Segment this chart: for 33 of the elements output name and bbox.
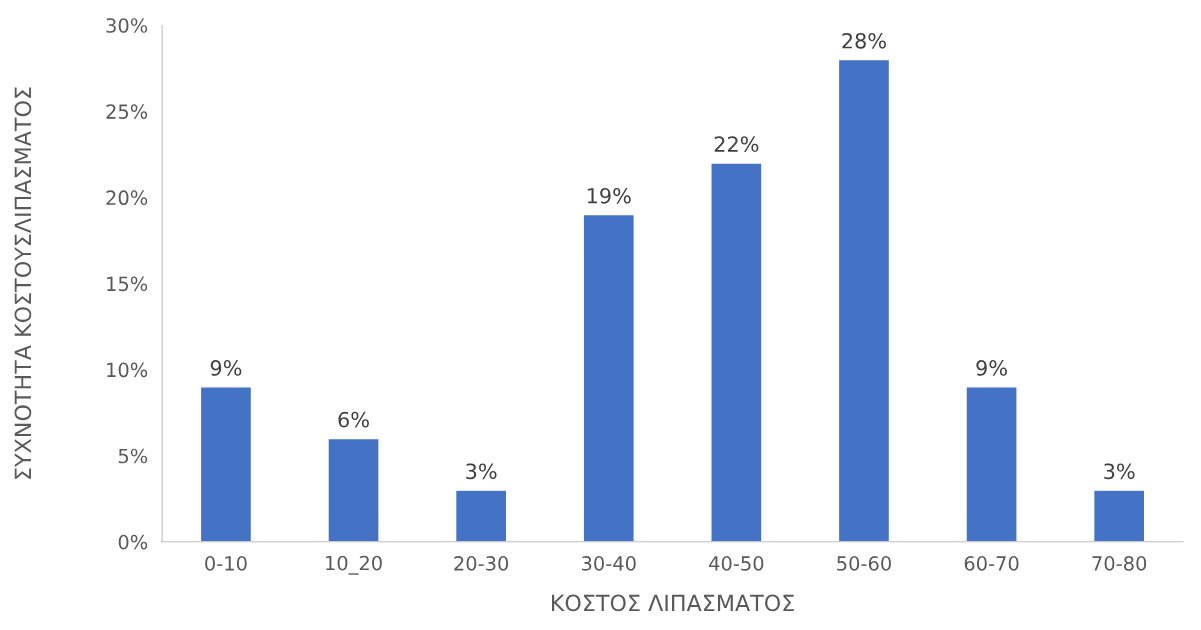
data-label: 9%: [976, 360, 1007, 376]
y-tick-label: 0%: [118, 534, 148, 550]
x-tick-label: 10_20: [326, 555, 382, 575]
x-tick-label: 70-80: [1092, 556, 1147, 571]
data-label: 19%: [587, 187, 631, 204]
bar: [965, 386, 1018, 542]
x-tick-label: 60-70: [964, 556, 1019, 571]
bar: [454, 489, 508, 542]
data-label: 3%: [1104, 463, 1135, 480]
data-label: 22%: [714, 136, 759, 152]
x-tick-label: 50-60: [837, 556, 891, 571]
y-tick-label: 10%: [107, 362, 148, 378]
bar: [837, 58, 891, 542]
y-tick-label: 5%: [118, 448, 148, 464]
x-tick-label: 40-50: [709, 556, 764, 571]
data-label: 9%: [210, 360, 242, 376]
bar: [1092, 489, 1146, 542]
data-label: 3%: [466, 463, 497, 480]
data-label: 28%: [842, 32, 886, 49]
y-tick-label: 15%: [107, 276, 148, 292]
y-axis-title: ΣΥΧΝΟΤΗΤΑ ΚΟΣΤΟΥΣΛΙΠΑΣΜΑΤΟΣ: [14, 87, 32, 479]
x-tick-label: 30-40: [581, 556, 636, 571]
bar: [199, 386, 253, 542]
bar: [327, 437, 380, 542]
y-tick-label: 20%: [106, 190, 148, 206]
x-axis-title: ΚΟΣΤΟΣ ΛΙΠΑΣΜΑΤΟΣ: [552, 594, 794, 612]
bar: [710, 162, 763, 542]
y-tick-label: 25%: [106, 104, 148, 119]
data-label: 6%: [338, 411, 369, 428]
y-tick-label: 30%: [106, 18, 148, 33]
x-tick-label: 20-30: [454, 556, 509, 571]
bar: [582, 213, 635, 542]
x-tick-label: 0-10: [205, 556, 247, 571]
